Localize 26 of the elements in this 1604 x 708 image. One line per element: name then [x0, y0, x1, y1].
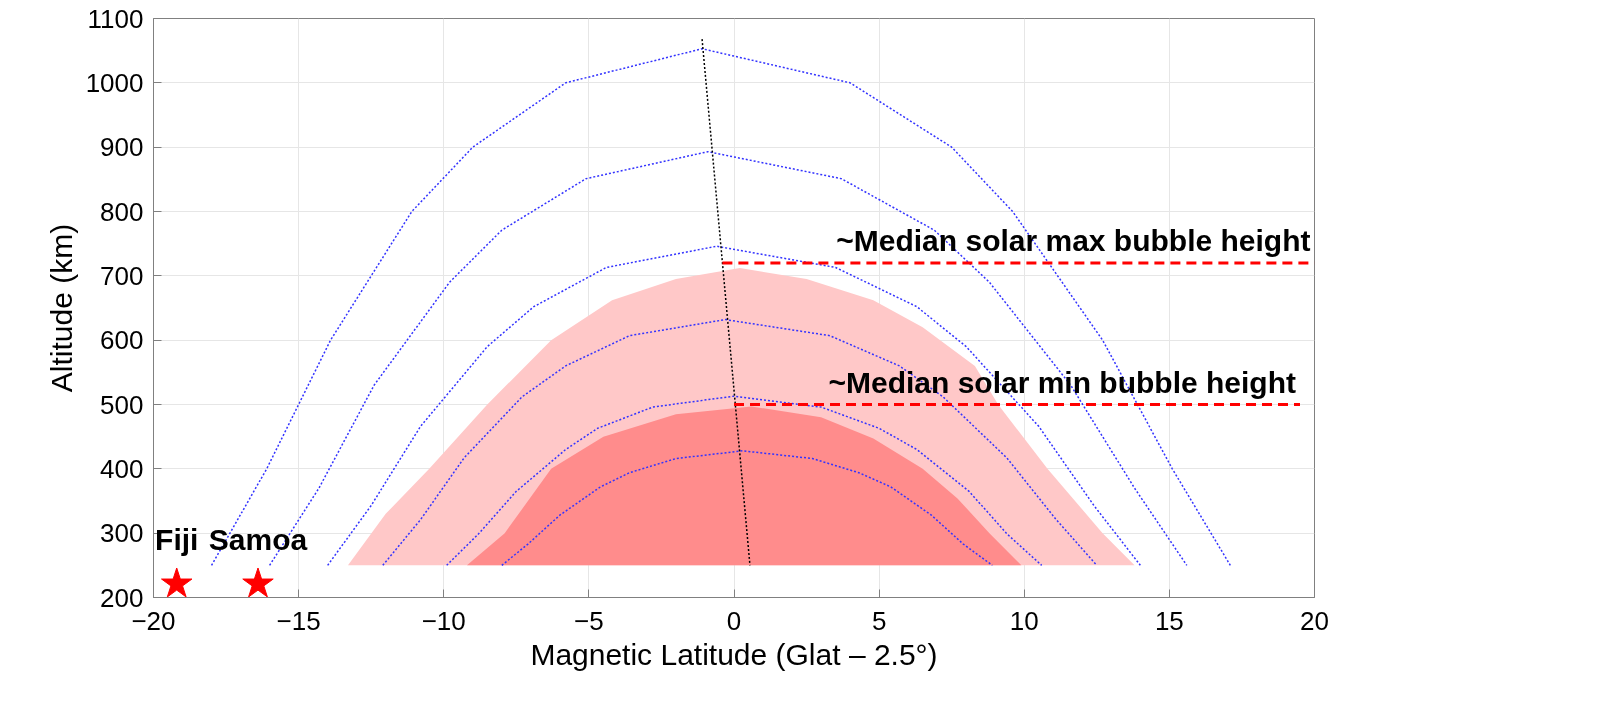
y-tick-label: 1000 — [85, 67, 144, 98]
x-axis-title: Magnetic Latitude (Glat – 2.5°) — [530, 637, 938, 671]
annotation: ~Median solar min bubble height — [828, 365, 1296, 399]
y-tick-label: 500 — [100, 389, 144, 420]
y-tick-label: 300 — [100, 518, 144, 549]
series-label: Fiji — [155, 522, 199, 556]
x-tick-label: 10 — [1009, 605, 1039, 636]
series-label: Samoa — [208, 522, 308, 556]
x-tick-label: 0 — [726, 605, 742, 636]
x-tick-label: −15 — [276, 605, 321, 636]
y-tick-label: 900 — [100, 132, 144, 163]
x-tick-label: 5 — [871, 605, 887, 636]
line-series — [382, 318, 1098, 567]
x-tick-label: −10 — [421, 605, 466, 636]
y-axis-title: Altitude (km) — [44, 223, 78, 393]
y-tick-label: 200 — [100, 582, 144, 613]
y-tick-label: 400 — [100, 453, 144, 484]
x-tick-label: 20 — [1300, 605, 1329, 636]
x-tick-label: 15 — [1154, 605, 1184, 636]
y-tick-label: 600 — [100, 325, 144, 356]
y-tick-label: 1100 — [87, 3, 144, 34]
y-tick-label: 700 — [100, 260, 144, 291]
annotation: ~Median solar max bubble height — [836, 223, 1311, 257]
line-series — [501, 450, 994, 567]
y-tick-label: 800 — [100, 196, 144, 227]
x-tick-label: −5 — [574, 605, 604, 636]
